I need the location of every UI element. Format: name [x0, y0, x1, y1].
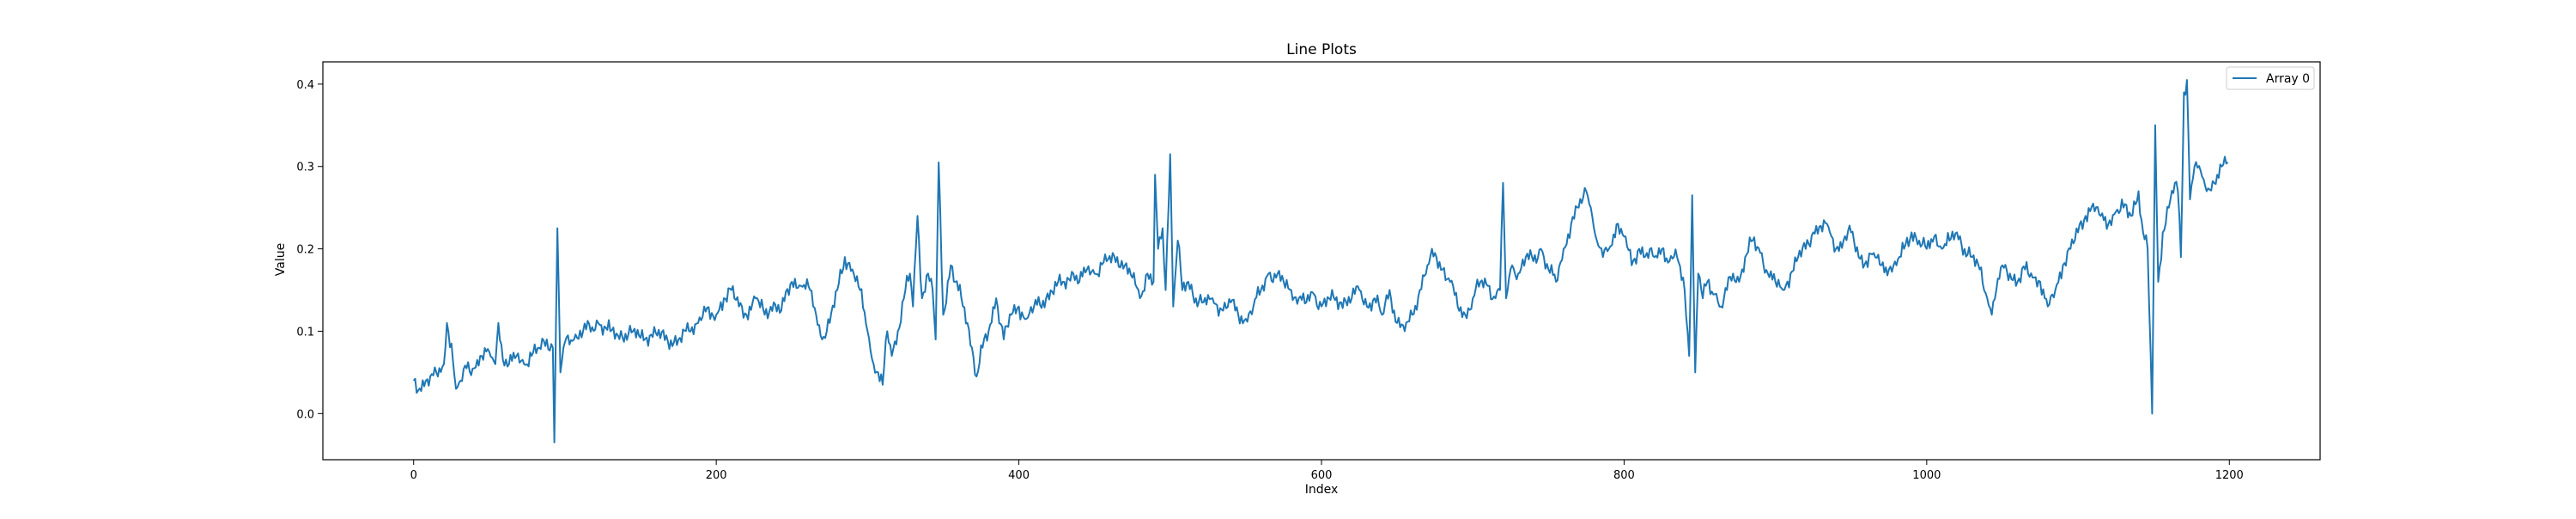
series-line-0	[412, 79, 2229, 443]
x-tick-label: 1200	[2215, 469, 2244, 482]
y-tick-label: 0.1	[296, 326, 314, 339]
x-tick-label: 0	[410, 469, 417, 482]
x-tick-label: 1000	[1912, 469, 1941, 482]
chart-title: Line Plots	[1286, 41, 1357, 58]
y-tick-label: 0.4	[296, 79, 314, 92]
series-layer	[412, 79, 2229, 443]
y-tick-label: 0.2	[296, 244, 314, 257]
x-tick-label: 600	[1311, 469, 1333, 482]
x-tick-label: 200	[706, 469, 727, 482]
legend-label-array-0: Array 0	[2266, 72, 2310, 86]
axis-ticks: 0 200 400 600 800 1000 1200 0.0 0.1 0.2 0.3 0.4	[296, 79, 2244, 482]
y-tick-label: 0.0	[296, 408, 314, 421]
x-axis-label: Index	[1305, 483, 1339, 497]
legend-box	[2226, 66, 2315, 90]
y-axis-label: Value	[274, 243, 288, 276]
y-tick-label: 0.3	[296, 162, 314, 174]
plot-area-frame	[322, 61, 2321, 461]
legend: Array 0	[2226, 66, 2315, 90]
x-tick-label: 400	[1008, 469, 1030, 482]
x-tick-label: 800	[1613, 469, 1635, 482]
